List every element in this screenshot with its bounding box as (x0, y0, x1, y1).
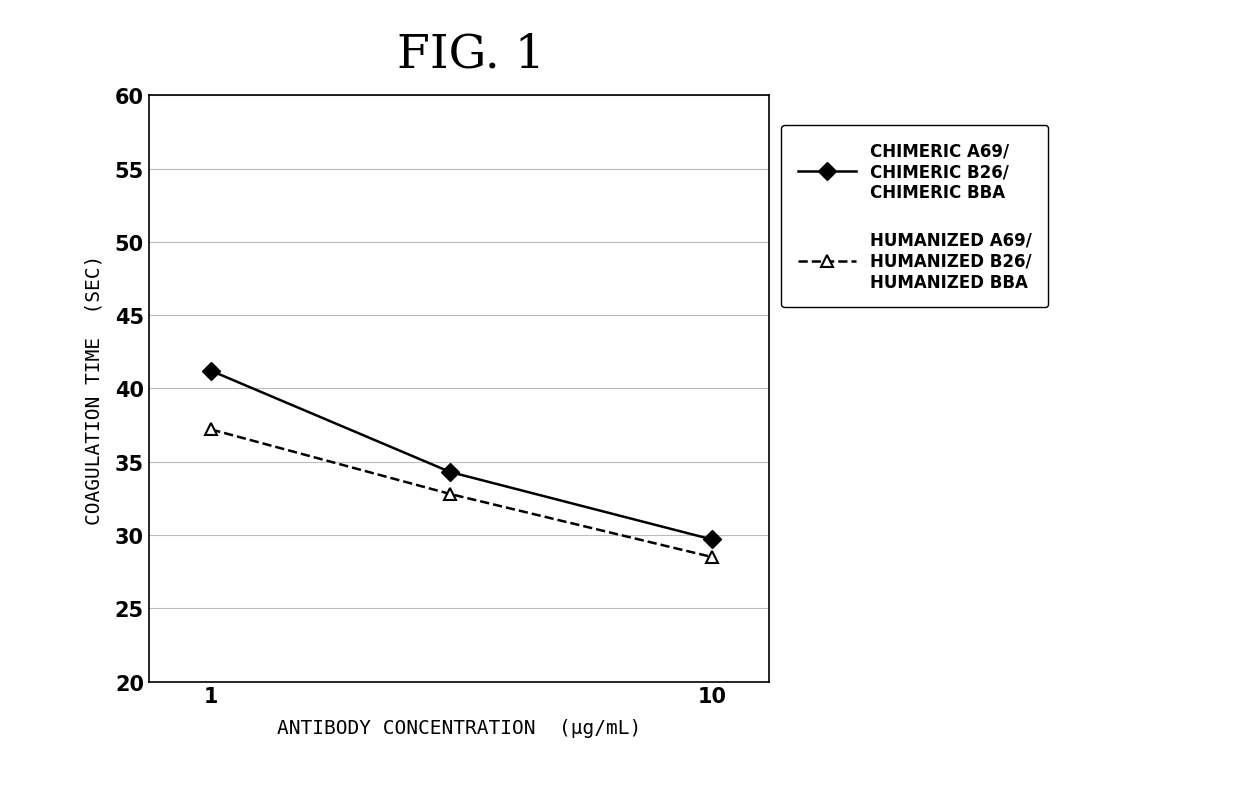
Legend: CHIMERIC A69/
CHIMERIC B26/
CHIMERIC BBA, HUMANIZED A69/
HUMANIZED B26/
HUMANIZE: CHIMERIC A69/ CHIMERIC B26/ CHIMERIC BBA… (781, 126, 1048, 308)
X-axis label: ANTIBODY CONCENTRATION  (μg/mL): ANTIBODY CONCENTRATION (μg/mL) (277, 718, 641, 736)
CHIMERIC A69/
CHIMERIC B26/
CHIMERIC BBA (443, 468, 458, 477)
Y-axis label: COAGULATION TIME  (SEC): COAGULATION TIME (SEC) (84, 254, 104, 524)
HUMANIZED A69/
HUMANIZED B26/
HUMANIZED BBA (704, 553, 719, 562)
Line: HUMANIZED A69/
HUMANIZED B26/
HUMANIZED BBA: HUMANIZED A69/ HUMANIZED B26/ HUMANIZED … (205, 423, 718, 564)
CHIMERIC A69/
CHIMERIC B26/
CHIMERIC BBA (203, 367, 218, 376)
Line: CHIMERIC A69/
CHIMERIC B26/
CHIMERIC BBA: CHIMERIC A69/ CHIMERIC B26/ CHIMERIC BBA (205, 365, 718, 546)
CHIMERIC A69/
CHIMERIC B26/
CHIMERIC BBA (704, 535, 719, 545)
HUMANIZED A69/
HUMANIZED B26/
HUMANIZED BBA (203, 425, 218, 435)
HUMANIZED A69/
HUMANIZED B26/
HUMANIZED BBA (443, 489, 458, 499)
Text: FIG. 1: FIG. 1 (397, 32, 546, 77)
